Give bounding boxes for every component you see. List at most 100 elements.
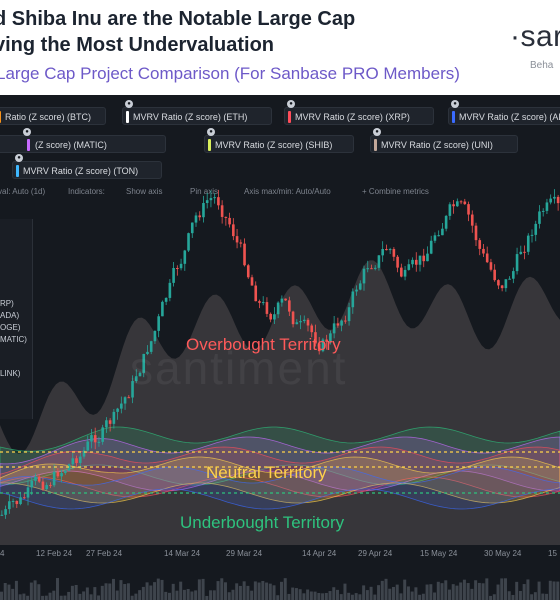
candle-body <box>138 372 142 377</box>
candle-body <box>209 198 213 201</box>
legend-chip-label: MVRV Ratio (Z score) (ETH) <box>133 112 248 122</box>
volume-bar <box>7 584 11 600</box>
candle-body <box>265 302 269 314</box>
legend-chip-uni[interactable]: ● MVRV Ratio (Z score) (UNI) <box>370 128 518 153</box>
candle-body <box>157 316 160 331</box>
side-item[interactable]: ADA) <box>0 311 20 320</box>
side-item[interactable]: MATIC) <box>0 335 27 344</box>
candle-body <box>366 268 370 270</box>
candle-body <box>153 330 157 342</box>
candle-body <box>269 313 272 320</box>
legend-chip-btc[interactable]: Ratio (Z score) (BTC) <box>0 107 106 125</box>
candle-body <box>377 255 381 268</box>
legend-chip-ada[interactable]: ● MVRV Ratio (Z score) (AD <box>448 100 560 125</box>
volume-bar <box>511 594 515 600</box>
asset-side-panel[interactable]: RP) ADA) OGE) MATIC) LINK) <box>0 219 33 419</box>
candle-body <box>131 381 134 398</box>
volume-bar <box>67 591 71 600</box>
candle-body <box>321 339 325 352</box>
legend-chip-xrp[interactable]: ● MVRV Ratio (Z score) (XRP) <box>284 100 434 125</box>
candle-body <box>49 485 52 487</box>
volume-bar <box>332 587 336 600</box>
header: d Shiba Inu are the Notable Large Cap vi… <box>0 0 560 95</box>
candle-body <box>381 249 384 256</box>
candle-body <box>194 215 198 223</box>
volume-bar <box>481 583 485 600</box>
candle-body <box>34 476 37 481</box>
candle-body <box>22 497 26 499</box>
volume-bar <box>164 591 168 600</box>
combine-metrics-button[interactable]: + Combine metrics <box>362 187 429 196</box>
upper-mvrv-band <box>0 260 560 545</box>
volume-bar <box>205 595 209 600</box>
volume-bar <box>112 578 115 600</box>
chart-panel: Ratio (Z score) (BTC) ● MVRV Ratio (Z sc… <box>0 95 560 600</box>
volume-bar <box>272 585 276 600</box>
volume-bar <box>298 589 302 600</box>
side-item[interactable]: LINK) <box>0 369 21 378</box>
volume-bar <box>321 593 325 600</box>
legend-chip-label: MVRV Ratio (Z score) (SHIB) <box>215 140 333 150</box>
volume-bar <box>261 580 265 600</box>
volume-bar <box>291 587 295 600</box>
volume-bar <box>123 584 127 600</box>
headline-line-1: d Shiba Inu are the Notable Large Cap <box>0 8 356 30</box>
candle-body <box>541 210 545 212</box>
candle-body <box>198 215 202 218</box>
volume-bar <box>18 594 22 600</box>
volume-bar <box>317 593 321 600</box>
candle-body <box>355 289 358 292</box>
volume-bar <box>52 590 56 600</box>
color-swatch <box>288 111 291 123</box>
volume-bar <box>418 594 422 600</box>
volume-bar <box>227 592 231 600</box>
candle-body <box>489 262 493 270</box>
x-tick: 12 Feb 24 <box>36 549 73 558</box>
volume-bar <box>115 590 119 600</box>
candle-body <box>4 509 7 515</box>
volume-bar <box>74 585 78 600</box>
legend-chip-ton[interactable]: ● MVRV Ratio (Z score) (TON) <box>12 154 162 179</box>
interval-selector[interactable]: val: Auto (1d) <box>0 187 46 196</box>
legend-chip-matic[interactable]: ● (Z score) (MATIC) <box>0 128 166 153</box>
side-item[interactable]: RP) <box>0 299 14 308</box>
volume-bar <box>324 592 328 600</box>
candle-body <box>358 283 362 290</box>
x-tick: 30 May 24 <box>484 549 522 558</box>
candle-body <box>176 267 179 269</box>
volume-bar <box>462 579 466 600</box>
volume-bar <box>365 590 369 600</box>
candle-body <box>67 464 71 471</box>
candle-body <box>553 196 556 199</box>
side-item[interactable]: OGE) <box>0 323 21 332</box>
lock-icon: ● <box>207 128 215 136</box>
volume-bar <box>358 594 362 600</box>
legend-chip-shib[interactable]: ● MVRV Ratio (Z score) (SHIB) <box>204 128 354 153</box>
candle-body <box>482 248 485 254</box>
volume-bar <box>548 580 552 600</box>
headline-line-2: ving the Most Undervaluation <box>0 34 275 56</box>
volume-bar <box>89 594 93 600</box>
candle-body <box>433 235 437 241</box>
candle-body <box>142 353 146 373</box>
zone-guides <box>0 451 560 600</box>
volume-bar <box>522 584 526 600</box>
legend-chip-label: MVRV Ratio (Z score) (AD <box>459 112 560 122</box>
candle-body <box>183 250 187 264</box>
volume-bar <box>14 580 18 600</box>
axis-minmax-selector[interactable]: Axis max/min: Auto/Auto <box>244 187 331 196</box>
legend-chip-label: Ratio (Z score) (BTC) <box>5 112 92 122</box>
volume-bar <box>515 581 519 600</box>
indicators-menu[interactable]: Indicators: <box>68 187 105 196</box>
candle-body <box>512 271 515 279</box>
candle-body <box>362 268 366 284</box>
mvrv-band <box>0 466 560 510</box>
x-tick: 14 Apr 24 <box>302 549 337 558</box>
volume-bar <box>190 591 194 600</box>
legend-chip-eth[interactable]: ● MVRV Ratio (Z score) (ETH) <box>122 100 272 125</box>
underbought-label: Underbought Territory <box>180 513 345 532</box>
lock-icon: ● <box>287 100 295 108</box>
show-axis-toggle[interactable]: Show axis <box>126 187 163 196</box>
candle-body <box>448 204 452 216</box>
pin-axis-toggle[interactable]: Pin axis <box>190 187 219 196</box>
